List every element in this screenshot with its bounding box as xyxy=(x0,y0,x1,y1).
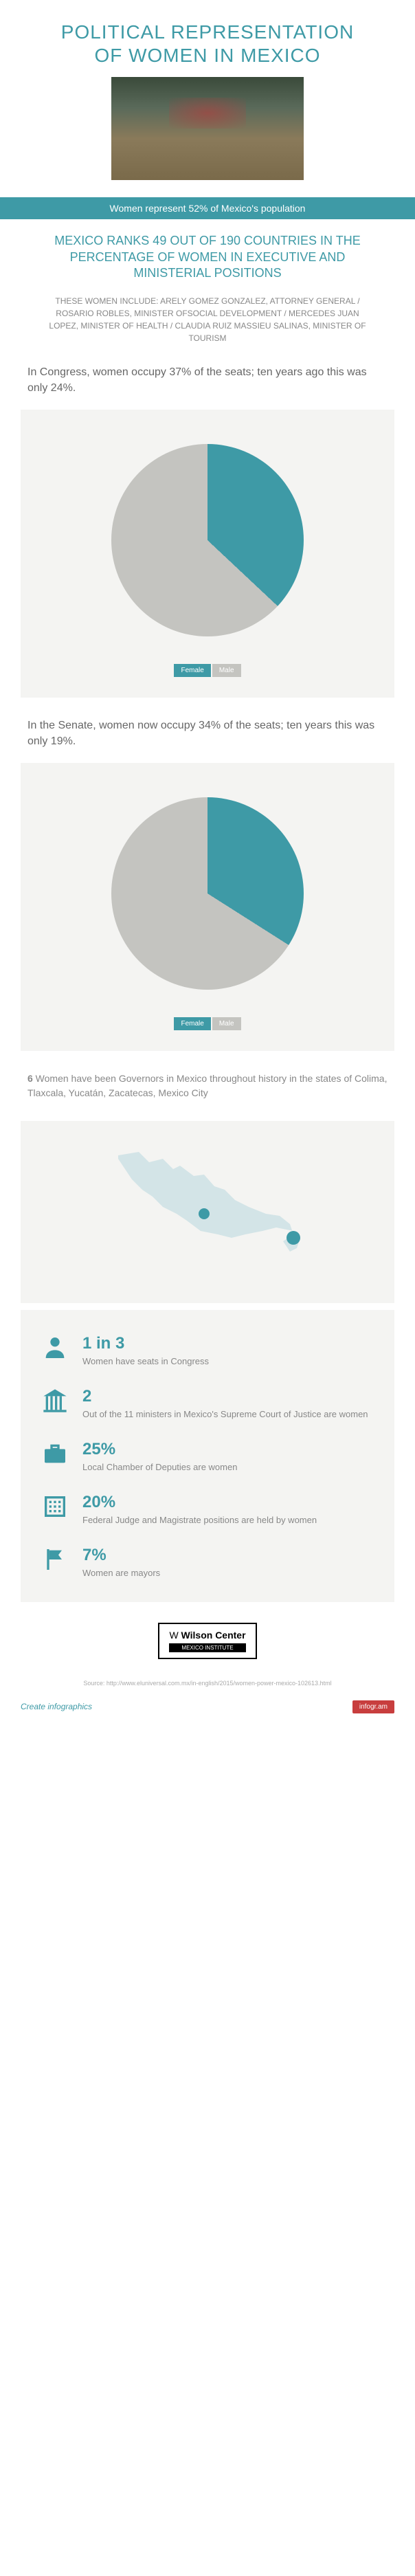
stat-number: 2 xyxy=(82,1387,374,1406)
governors-label: Women have been Governors in Mexico thro… xyxy=(27,1073,387,1098)
congress-pie-chart xyxy=(111,444,304,636)
stat-label: Women are mayors xyxy=(82,1568,374,1578)
mexico-map xyxy=(98,1142,317,1279)
legend-male: Male xyxy=(212,664,241,677)
stat-row: 1 in 3 Women have seats in Congress xyxy=(41,1324,374,1377)
stat-label: Out of the 11 ministers in Mexico's Supr… xyxy=(82,1409,374,1419)
person-icon xyxy=(41,1334,69,1362)
briefcase-icon xyxy=(41,1440,69,1467)
logo-box: W Wilson Center MEXICO INSTITUTE xyxy=(158,1623,256,1659)
hero-photo xyxy=(111,77,304,180)
population-banner: Women represent 52% of Mexico's populati… xyxy=(0,197,415,219)
senate-pie-chart xyxy=(111,797,304,990)
stat-number: 20% xyxy=(82,1493,374,1512)
grid-icon xyxy=(41,1493,69,1520)
stat-row: 20% Federal Judge and Magistrate positio… xyxy=(41,1483,374,1535)
senate-text: In the Senate, women now occupy 34% of t… xyxy=(0,704,415,756)
flag-icon xyxy=(41,1546,69,1573)
title-line1: POLITICAL REPRESENTATION xyxy=(61,21,354,43)
stat-number: 1 in 3 xyxy=(82,1334,374,1353)
create-link[interactable]: Create infographics xyxy=(21,1702,92,1711)
map-highlight-1 xyxy=(199,1208,210,1219)
congress-legend: Female Male xyxy=(174,664,240,677)
stat-number: 7% xyxy=(82,1546,374,1565)
stat-label: Federal Judge and Magistrate positions a… xyxy=(82,1515,374,1525)
footer: Create infographics infogr.am xyxy=(0,1694,415,1727)
legend-female: Female xyxy=(174,1017,210,1030)
senate-chart-section: Female Male xyxy=(21,763,394,1051)
stat-content: 25% Local Chamber of Deputies are women xyxy=(82,1440,374,1472)
building-icon xyxy=(41,1387,69,1414)
congress-chart-section: Female Male xyxy=(21,410,394,698)
rank-text: MEXICO RANKS 49 OUT OF 190 COUNTRIES IN … xyxy=(0,219,415,288)
infogram-badge[interactable]: infogr.am xyxy=(352,1700,394,1713)
wilson-logo: W Wilson Center MEXICO INSTITUTE xyxy=(0,1609,415,1673)
stat-row: 25% Local Chamber of Deputies are women xyxy=(41,1430,374,1483)
governors-text: 6 Women have been Governors in Mexico th… xyxy=(0,1058,415,1114)
header: POLITICAL REPRESENTATION OF WOMEN IN MEX… xyxy=(0,0,415,197)
stat-number: 25% xyxy=(82,1440,374,1459)
governors-number: 6 xyxy=(27,1073,33,1084)
map-section xyxy=(21,1121,394,1303)
stat-row: 7% Women are mayors xyxy=(41,1535,374,1588)
stat-label: Women have seats in Congress xyxy=(82,1356,374,1366)
stat-content: 20% Federal Judge and Magistrate positio… xyxy=(82,1493,374,1525)
logo-main: W Wilson Center xyxy=(169,1630,245,1641)
stat-content: 1 in 3 Women have seats in Congress xyxy=(82,1334,374,1366)
stat-label: Local Chamber of Deputies are women xyxy=(82,1462,374,1472)
stats-section: 1 in 3 Women have seats in Congress 2 Ou… xyxy=(21,1310,394,1602)
legend-male: Male xyxy=(212,1017,241,1030)
page-title: POLITICAL REPRESENTATION OF WOMEN IN MEX… xyxy=(27,21,388,67)
title-line2: OF WOMEN IN MEXICO xyxy=(94,45,320,66)
legend-female: Female xyxy=(174,664,210,677)
women-list: THESE WOMEN INCLUDE: ARELY GOMEZ GONZALE… xyxy=(0,288,415,358)
map-highlight-2 xyxy=(287,1231,300,1245)
logo-sub: MEXICO INSTITUTE xyxy=(169,1643,245,1652)
congress-text: In Congress, women occupy 37% of the sea… xyxy=(0,358,415,403)
senate-legend: Female Male xyxy=(174,1017,240,1030)
stat-row: 2 Out of the 11 ministers in Mexico's Su… xyxy=(41,1377,374,1430)
stat-content: 7% Women are mayors xyxy=(82,1546,374,1578)
source-text: Source: http://www.eluniversal.com.mx/in… xyxy=(0,1673,415,1694)
stat-content: 2 Out of the 11 ministers in Mexico's Su… xyxy=(82,1387,374,1419)
